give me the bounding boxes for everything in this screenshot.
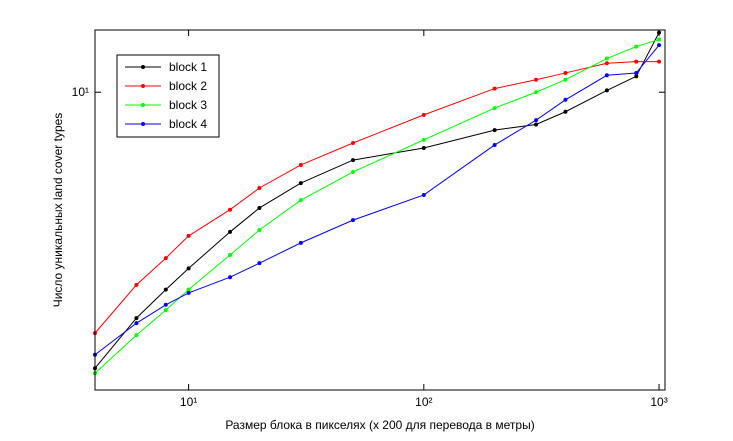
data-point [534, 90, 539, 95]
data-point [604, 88, 609, 93]
plot-frame [94, 29, 666, 391]
data-point [298, 181, 303, 186]
data-point [604, 61, 609, 66]
data-point [228, 229, 233, 234]
data-point [604, 56, 609, 61]
data-point [657, 37, 662, 42]
data-point [186, 233, 191, 238]
data-point [657, 30, 662, 35]
legend-label: block 3 [169, 98, 207, 112]
data-point [492, 142, 497, 147]
data-point [421, 192, 426, 197]
data-point [257, 261, 262, 266]
legend-label: block 4 [169, 117, 207, 131]
legend-marker [141, 122, 145, 126]
data-point [563, 97, 568, 102]
data-point [421, 145, 426, 150]
data-point [563, 109, 568, 114]
data-point [298, 198, 303, 203]
y-tick-label: 10¹ [72, 85, 89, 99]
data-point [351, 218, 356, 223]
data-point [534, 118, 539, 123]
data-point [298, 240, 303, 245]
legend-marker [141, 84, 145, 88]
data-point [351, 141, 356, 146]
data-point [163, 256, 168, 261]
data-point [634, 70, 639, 75]
data-point [351, 169, 356, 174]
data-point [492, 86, 497, 91]
data-point [492, 128, 497, 133]
data-point [186, 266, 191, 271]
data-point [298, 162, 303, 167]
data-point [634, 44, 639, 49]
x-axis-label: Размер блока в пикселях (х 200 для перев… [225, 418, 534, 432]
data-point [163, 308, 168, 313]
data-point [228, 275, 233, 280]
legend-marker [141, 65, 145, 69]
data-point [657, 43, 662, 48]
data-point [134, 316, 139, 321]
data-point [228, 207, 233, 212]
data-point [257, 185, 262, 190]
data-point [134, 333, 139, 338]
legend-marker [141, 103, 145, 107]
data-point [421, 112, 426, 117]
legend-label: block 2 [169, 79, 207, 93]
x-tick-label: 10² [415, 395, 432, 409]
data-point [563, 77, 568, 82]
data-point [186, 290, 191, 295]
data-point [134, 321, 139, 326]
data-point [563, 70, 568, 75]
data-point [657, 59, 662, 64]
x-tick-label: 10³ [650, 395, 667, 409]
data-point [257, 205, 262, 210]
data-point [634, 74, 639, 79]
data-point [534, 77, 539, 82]
data-point [163, 287, 168, 292]
y-axis-label: Число уникальных land cover types [51, 113, 65, 308]
data-point [634, 59, 639, 64]
legend-label: block 1 [169, 60, 207, 74]
data-point [351, 158, 356, 163]
data-point [492, 106, 497, 111]
data-point [163, 302, 168, 307]
data-point [186, 287, 191, 292]
data-point [228, 252, 233, 257]
x-tick-label: 10¹ [180, 395, 197, 409]
data-point [134, 282, 139, 287]
data-point [604, 73, 609, 78]
legend-box [116, 54, 220, 138]
data-point [421, 137, 426, 142]
data-point [534, 122, 539, 127]
data-point [257, 227, 262, 232]
